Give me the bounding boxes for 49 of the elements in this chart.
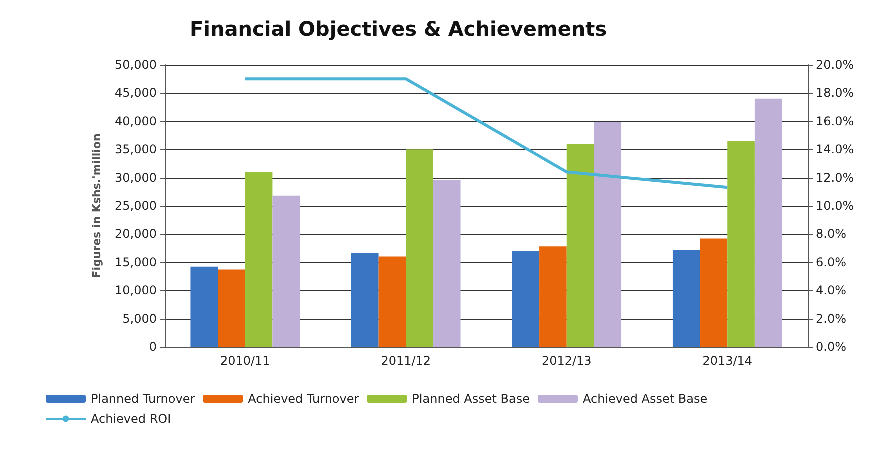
y-tick-label: 5,000 <box>122 312 157 326</box>
chart-title: Financial Objectives & Achievements <box>190 17 608 41</box>
bar <box>700 238 728 347</box>
legend-label: Achieved ROI <box>91 412 172 426</box>
y-tick-label: 10,000 <box>115 284 157 298</box>
bar <box>406 150 434 347</box>
y2-tick-label: 18.0% <box>816 86 854 100</box>
x-tick-label: 2012/13 <box>542 354 592 368</box>
y2-tick-label: 8.0% <box>816 227 846 242</box>
bar <box>672 250 700 347</box>
legend-label: Achieved Turnover <box>248 392 360 406</box>
bar <box>433 180 461 347</box>
bar <box>728 141 755 347</box>
y2-tick-label: 6.0% <box>816 255 846 270</box>
bar <box>754 98 782 347</box>
y-tick-label: 35,000 <box>115 142 157 157</box>
y-tick-label: 25,000 <box>115 199 157 213</box>
y-axis-title: Figures in Kshs.'million <box>90 134 104 278</box>
x-tick-label: 2010/11 <box>220 354 270 368</box>
y2-tick-label: 12.0% <box>816 170 854 185</box>
y-tick-label: 50,000 <box>115 58 157 72</box>
bar <box>218 270 246 347</box>
bar <box>512 251 540 347</box>
y2-tick-label: 14.0% <box>816 142 854 157</box>
y2-tick-label: 0.0% <box>816 340 846 354</box>
bar <box>245 172 273 347</box>
bar <box>540 246 567 347</box>
y-tick-label: 30,000 <box>115 170 157 185</box>
y-tick-label: 20,000 <box>115 227 157 242</box>
bar <box>272 196 300 347</box>
y2-tick-label: 2.0% <box>816 312 846 326</box>
bar <box>566 144 594 347</box>
y-tick-label: 40,000 <box>115 114 157 128</box>
bar <box>351 253 379 347</box>
legend-label: Planned Turnover <box>91 392 196 406</box>
y2-tick-label: 4.0% <box>816 284 846 298</box>
legend-label: Achieved Asset Base <box>582 392 708 406</box>
y2-tick-label: 16.0% <box>816 114 854 128</box>
x-tick-label: 2011/12 <box>381 354 432 368</box>
y-tick-label: 45,000 <box>115 86 157 100</box>
bar <box>378 256 406 347</box>
y2-tick-label: 20.0% <box>816 58 854 72</box>
legend-label: Planned Asset Base <box>412 392 530 406</box>
y2-tick-label: 10.0% <box>816 199 854 213</box>
y-tick-label: 0 <box>149 340 157 354</box>
x-tick-label: 2013/14 <box>702 354 753 368</box>
y-tick-label: 15,000 <box>115 255 157 270</box>
bar <box>190 266 218 347</box>
bar <box>594 122 622 347</box>
